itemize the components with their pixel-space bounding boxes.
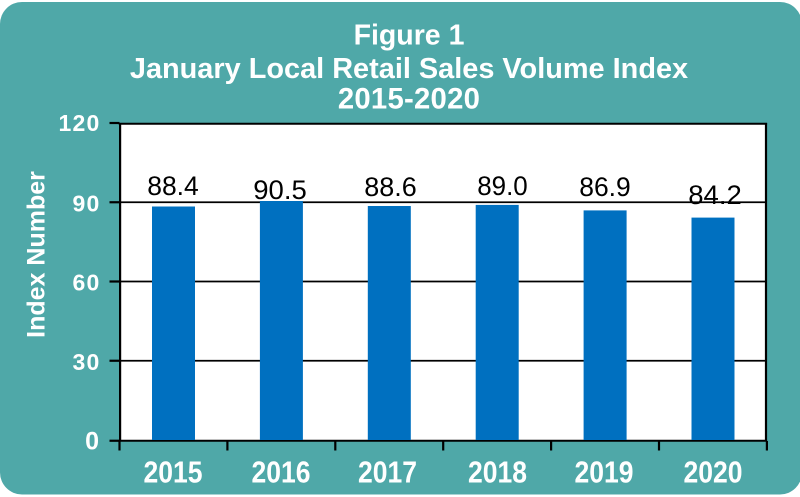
svg-text:90: 90 [73,190,101,216]
svg-text:88.4: 88.4 [147,171,199,201]
svg-text:30: 30 [73,349,101,375]
svg-text:2019: 2019 [575,455,634,489]
svg-text:2015-2020: 2015-2020 [338,83,480,116]
svg-text:Index Number: Index Number [22,171,50,338]
svg-text:84.2: 84.2 [688,180,742,210]
svg-text:60: 60 [73,270,101,296]
svg-text:January Local Retail Sales Vol: January Local Retail Sales Volume Index [130,53,688,85]
svg-text:Figure 1: Figure 1 [354,20,465,52]
svg-text:2020: 2020 [684,455,743,489]
svg-text:89.0: 89.0 [477,171,528,201]
svg-text:2015: 2015 [144,455,203,489]
svg-text:88.6: 88.6 [364,172,417,202]
svg-text:120: 120 [59,110,101,136]
svg-text:86.9: 86.9 [579,172,631,202]
svg-text:2016: 2016 [252,455,311,489]
svg-text:2017: 2017 [358,455,417,489]
svg-text:90.5: 90.5 [253,175,307,205]
svg-text:2018: 2018 [468,455,527,489]
svg-text:0: 0 [85,428,99,456]
